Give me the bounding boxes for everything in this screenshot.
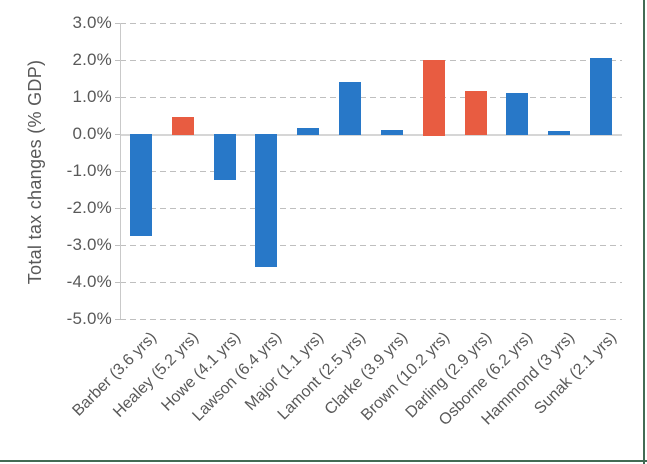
- frame-border-right: [643, 0, 645, 464]
- bar-sunak: [590, 58, 613, 136]
- y-axis-line: [120, 23, 121, 319]
- y-tick-label: -1.0%: [66, 161, 112, 180]
- frame-border-bottom: [0, 460, 647, 462]
- gridline: [120, 60, 622, 61]
- plot-area: [120, 23, 622, 320]
- bar-darling: [464, 91, 487, 136]
- y-tick-mark: [115, 208, 120, 209]
- y-tick-mark: [115, 60, 120, 61]
- y-axis-title: Total tax changes (% GDP): [25, 59, 45, 285]
- y-tick-mark: [115, 97, 120, 98]
- bar-howe: [213, 133, 236, 181]
- y-tick-mark: [115, 23, 120, 24]
- gridline: [120, 282, 622, 283]
- y-tick-label: 3.0%: [72, 13, 112, 32]
- gridline: [120, 171, 622, 172]
- y-tick-mark: [115, 319, 120, 320]
- gridline: [120, 23, 622, 24]
- bar-major: [297, 128, 320, 136]
- y-tick-label: 2.0%: [72, 50, 112, 69]
- zero-axis-line: [120, 133, 622, 136]
- gridline: [120, 319, 622, 320]
- y-tick-label: -2.0%: [66, 198, 112, 217]
- gridline: [120, 208, 622, 209]
- bar-lamont: [339, 82, 362, 136]
- bar-barber: [129, 133, 152, 236]
- y-tick-label: -3.0%: [66, 235, 112, 254]
- bar-brown: [422, 60, 445, 136]
- gridline: [120, 245, 622, 246]
- y-tick-mark: [115, 171, 120, 172]
- y-tick-label: -5.0%: [66, 309, 112, 328]
- y-tick-label: -4.0%: [66, 272, 112, 291]
- bar-hammond: [548, 131, 571, 136]
- y-tick-label: 0.0%: [72, 124, 112, 143]
- bar-osborne: [506, 93, 529, 136]
- y-tick-mark: [115, 134, 120, 135]
- bar-clarke: [380, 130, 403, 136]
- y-tick-mark: [115, 245, 120, 246]
- y-tick-label: 1.0%: [72, 87, 112, 106]
- gridline: [120, 97, 622, 98]
- bar-lawson: [255, 133, 278, 268]
- bar-healey: [171, 117, 194, 136]
- y-tick-mark: [115, 282, 120, 283]
